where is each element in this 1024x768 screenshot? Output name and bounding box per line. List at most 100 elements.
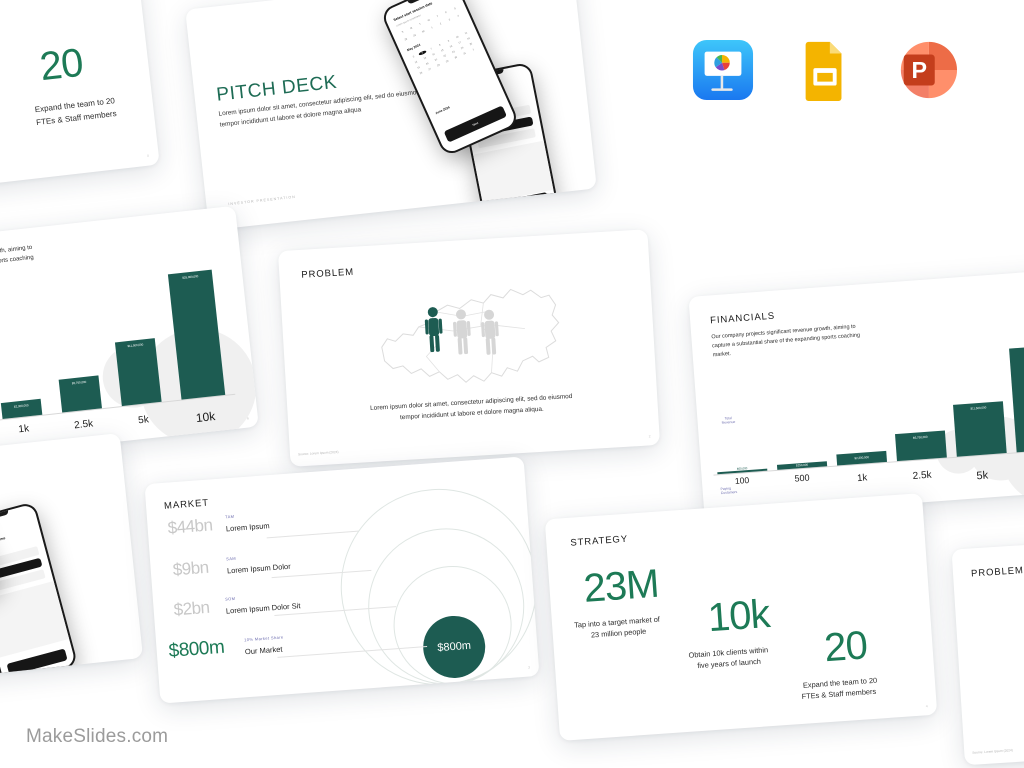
weekday: F [444,10,448,15]
weekday: T [418,22,422,27]
chart-bar-label: $11,500,000 [970,405,987,411]
market-sub-our: Our Market [244,644,283,657]
y-axis-label: Total Revenue [721,416,736,426]
day-cell[interactable]: 29 [445,59,450,64]
chart-bar: $11,500,000 [114,338,162,407]
slide-footer: INVESTOR PRESENTATION [228,194,296,207]
chart-bar-label: $25,000,000 [182,274,199,280]
phone1-next-button-label: Next [471,120,479,128]
apple-keynote-icon-glyph [692,39,754,101]
slide-financials[interactable]: FINANCIALS Our company projects signific… [688,267,1024,519]
chart-category-label: 500 [794,472,810,484]
day-cell[interactable]: 4 [457,14,460,18]
day-cell[interactable]: 28 [404,37,408,42]
day-cell[interactable]: 30 [421,29,426,34]
day-cell[interactable]: 26 [419,71,423,76]
day-cell[interactable]: 28 [436,63,441,68]
market-tag-tam: TAM [224,513,235,520]
strategy-stat-value-3: 20 [822,623,869,671]
chart-bar-label: $50,000 [736,466,748,471]
financials-body: Our company projects significant revenue… [711,323,861,359]
chart-bar: $11,500,000 [953,401,1007,457]
phone-heading: Start Session time [0,536,6,548]
market-sub-sam: Lorem Ipsum Dolor [226,561,291,576]
person-icon-muted [452,308,473,360]
chart-category-label: 2.5k [73,418,94,432]
chart-category-label: 10k [195,409,216,426]
page-title: PROBLEM [301,266,355,281]
phone-screen: Start Session time [0,503,76,684]
market-value-som: $2bn [173,597,211,620]
x-axis-label: Paying Customers [720,486,738,496]
day-cell[interactable]: 31 [462,51,467,56]
financials-left-chart: $2,300,000 $5,750,000 $11,500,000 $25,00… [0,264,236,421]
market-sub-tam: Lorem Ipsum [225,521,270,534]
chart-bar-label: $5,750,000 [912,434,928,440]
slide-problem-partial-right[interactable]: PROBLEM Source: Lorem Ipsum (2024) [951,530,1024,766]
market-value-our: $800m [167,636,225,662]
page-number: 4 [925,704,928,709]
chart-bar-label: $2,300,000 [854,455,870,461]
slide-problem-center[interactable]: PROBLEM [277,229,661,467]
slide-strategy[interactable]: STRATEGY 23M Tap into a target market of… [544,493,938,741]
day-cell[interactable]: 1 [472,48,475,52]
slide-inner: ue growth, aiming to nding sports coachi… [0,206,259,469]
slide-phone-mockup-bottomleft[interactable]: Start Session time Select start session … [0,433,144,685]
chart-category-label: 5k [137,414,150,427]
day-cell[interactable]: 27 [427,67,432,72]
phone1-month-next-label: June 2024 [434,105,451,116]
slide-pitch-deck[interactable]: PITCH DECK Lorem ipsum dolor sit amet, c… [185,0,597,231]
day-cell[interactable]: 29 [412,33,417,38]
chart-category-label: 1k [856,472,868,485]
phone-panel [0,580,70,659]
person-icon-highlighted [423,306,444,358]
slide-strategy-partial-topleft[interactable]: k s within nch 20 Expand the team to 20 … [0,0,160,199]
page-title: PROBLEM [970,565,1024,580]
market-bubble-label: $800m [436,639,472,655]
slide-inner: PROBLEM [278,229,660,467]
weekday: S [453,7,457,11]
market-value-sam: $9bn [172,557,210,580]
source-note: Source: Lorem Ipsum (2024) [972,748,1013,755]
stat-20: 20 [37,40,85,90]
phone-mockup-session-time-2[interactable]: Start Session time [0,501,79,685]
page-number: 3 [527,665,531,670]
page-number: 4 [146,153,149,158]
chart-bar-label: $250,000 [795,462,809,468]
app-icons-row: P [692,39,958,101]
apple-keynote-icon[interactable] [692,39,754,101]
slide-financials-partial-left[interactable]: ue growth, aiming to nding sports coachi… [0,205,259,469]
phone-screen: Select start session date Lorem ipsum co… [382,0,518,155]
slide-market[interactable]: MARKET $800m $44bn TAM Lorem Ipsum $9bn … [144,456,540,704]
strategy-stat-caption-1-line2: 23 million people [590,626,647,640]
day-cell[interactable]: 3 [448,18,451,22]
page-number: 6 [246,416,250,421]
problem-body: Lorem ipsum dolor sit amet, consectetur … [369,392,573,422]
day-cell[interactable]: 1 [430,26,434,30]
person-glyph-icon [453,309,471,355]
leader-line [266,530,359,539]
chart-bar-label: $5,750,000 [71,379,87,386]
microsoft-powerpoint-icon-glyph: P [900,41,958,99]
chart-bar: $5,750,000 [895,430,947,462]
page-title: MARKET [163,497,210,512]
svg-text:P: P [911,57,927,83]
page-title: STRATEGY [570,533,629,549]
strategy-stat-value-2: 10k [706,592,771,641]
day-cell[interactable]: 2 [439,22,443,26]
page-number: 2 [648,434,651,439]
google-slides-icon[interactable] [794,39,856,101]
slide-inner: PROBLEM Source: Lorem Ipsum (2024) [952,531,1024,765]
chart-category-label: 5k [976,469,989,483]
watermark: MakeSlides.com [26,726,169,747]
day-cell[interactable]: 30 [454,55,458,60]
market-tag-sam: SAM [225,555,237,562]
slide-inner: MARKET $800m $44bn TAM Lorem Ipsum $9bn … [144,456,540,703]
microsoft-powerpoint-icon[interactable]: P [896,39,958,101]
person-glyph-icon [481,309,499,355]
phone1-day-grid[interactable]: 5 6 7 8 9 10 11 12 13 14 15 16 17 18 [409,30,478,76]
slide-inner: STRATEGY 23M Tap into a target market of… [545,493,938,741]
chart-category-label: 2.5k [912,469,932,482]
weekday: S [401,30,404,34]
